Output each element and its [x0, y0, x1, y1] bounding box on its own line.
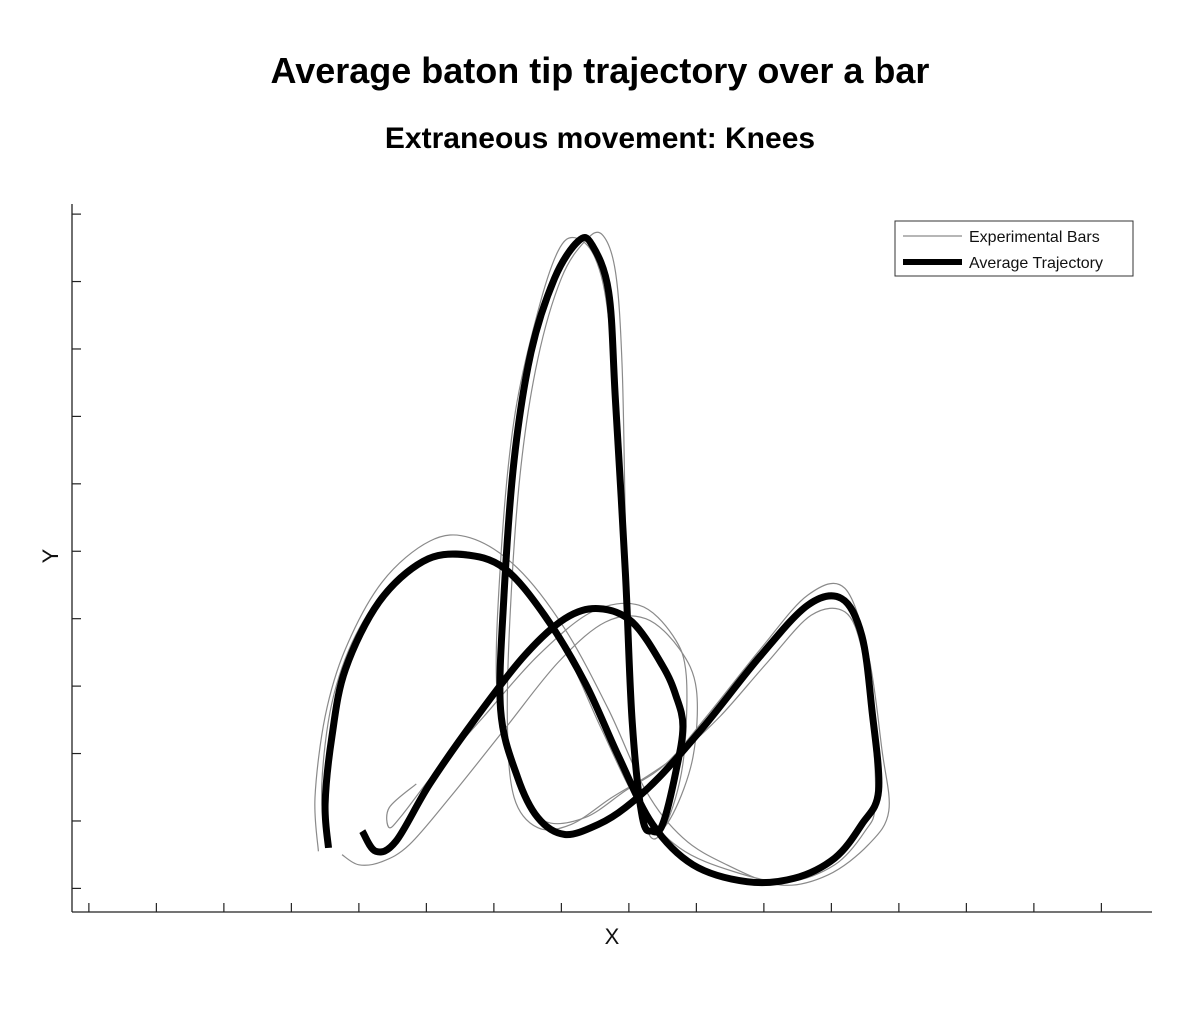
chart-title: Average baton tip trajectory over a bar	[271, 50, 930, 91]
legend: Experimental Bars Average Trajectory	[894, 220, 1134, 277]
series-layer	[314, 231, 890, 887]
legend-box	[894, 220, 1134, 277]
series-experimental-bar-1	[314, 236, 890, 886]
series-average-trajectory	[321, 233, 883, 887]
series-experimental-bar-2	[320, 231, 877, 883]
y-axis-label: Y	[38, 548, 63, 563]
legend-entry-average: Average Trajectory	[969, 255, 1103, 272]
x-ticks	[88, 903, 1102, 912]
x-axis-label: X	[605, 924, 620, 949]
chart-subtitle: Extraneous movement: Knees	[385, 122, 815, 155]
y-ticks	[72, 213, 81, 890]
legend-entry-experimental: Experimental Bars	[969, 229, 1100, 246]
